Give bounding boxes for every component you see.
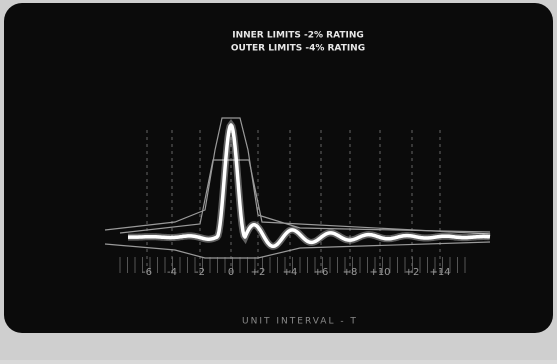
- outer-limit-upper: [104, 117, 491, 233]
- scale-label: +6: [314, 267, 329, 278]
- waveform: [127, 123, 491, 249]
- scale-label: +2: [251, 267, 266, 278]
- scale-labels: -6 -4 -2 0 +2 +4 +6 +8 +10 +2 +14: [142, 267, 451, 278]
- scale-label: 0: [228, 267, 234, 278]
- scale-label: -4: [167, 267, 177, 278]
- inner-limit: [119, 159, 491, 235]
- outer-limit-lower: [104, 241, 491, 259]
- legend-outer: OUTER LIMITS -4% RATING: [231, 44, 365, 54]
- scale-label: -2: [195, 267, 205, 278]
- legend-inner: INNER LIMITS -2% RATING: [232, 31, 364, 41]
- scale-label: +8: [343, 267, 358, 278]
- scale-label: +2: [405, 267, 420, 278]
- scale-label: -6: [142, 267, 152, 278]
- graticule: [104, 117, 491, 277]
- scale-label: +4: [283, 267, 298, 278]
- axis-label: UNIT INTERVAL - T: [242, 317, 358, 327]
- scale-label: +14: [429, 267, 450, 278]
- screen: [4, 3, 553, 333]
- scale-label: +10: [369, 267, 390, 278]
